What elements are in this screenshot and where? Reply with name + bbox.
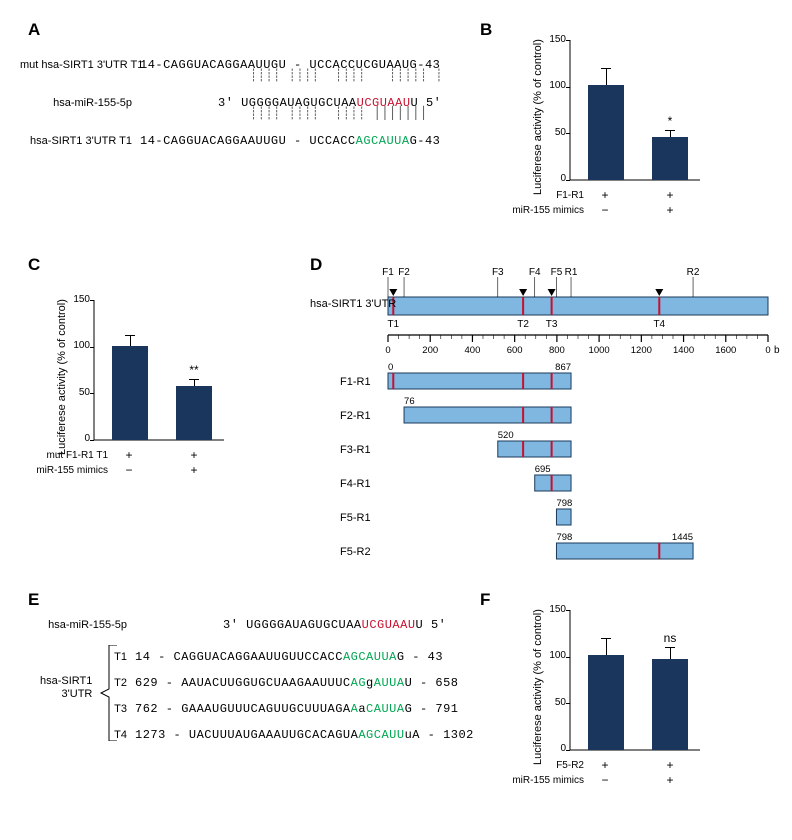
svg-text:F4: F4 — [529, 267, 541, 278]
chartC-sig-1: ** — [184, 363, 204, 377]
svg-text:1400: 1400 — [673, 345, 694, 356]
chartB-bar-1 — [652, 137, 688, 180]
seqA-wt-seed: AGCAUUA — [356, 134, 410, 148]
panelD-title: hsa-SIRT1 3'UTR — [310, 298, 396, 310]
chartC-cond1-label: miR-155 mimics — [34, 465, 108, 476]
svg-text:76: 76 — [404, 396, 415, 407]
svg-text:bp: bp — [774, 345, 780, 356]
chartF-sig-1: ns — [660, 631, 680, 645]
svg-text:T4: T4 — [653, 319, 665, 330]
svg-text:T1: T1 — [387, 319, 399, 330]
seqA-wt-pre: 14-CAGGUACAGGAAUUGU - UCCACC — [140, 134, 356, 148]
svg-text:F5-R2: F5-R2 — [340, 546, 371, 558]
svg-text:T3: T3 — [546, 319, 558, 330]
svg-text:F1: F1 — [382, 267, 394, 278]
svg-text:F2-R1: F2-R1 — [340, 410, 371, 422]
svg-text:F4-R1: F4-R1 — [340, 478, 371, 490]
seqA-wt-label: hsa-SIRT1 3'UTR T1 — [20, 131, 140, 151]
svg-text:T2: T2 — [517, 319, 529, 330]
panel-F-label: F — [480, 590, 490, 610]
panelE-mir-label: hsa-miR-155-5p — [30, 615, 135, 635]
panel-B-label: B — [480, 20, 492, 40]
panel-F-chart: Luciferese activity (% of control) 0 50 … — [540, 600, 720, 810]
svg-text:0: 0 — [765, 345, 770, 356]
svg-text:600: 600 — [507, 345, 523, 356]
panel-A-label: A — [28, 20, 40, 40]
panelE-group-label: hsa-SIRT13'UTR — [40, 675, 92, 701]
svg-text:R1: R1 — [565, 267, 578, 278]
seqA-wt-post: G-43 — [410, 134, 441, 148]
panel-B-chart: Luciferese activity (% of control) 0 50 … — [540, 30, 720, 240]
svg-text:0: 0 — [388, 362, 393, 373]
svg-text:1200: 1200 — [631, 345, 652, 356]
seqA-mir-label: hsa-miR-155-5p — [20, 93, 140, 113]
chartB-cond0-label: F1-R1 — [510, 190, 584, 201]
chartC-cond0-label: mut F1-R1 T1 — [34, 450, 108, 461]
svg-text:695: 695 — [535, 464, 551, 475]
svg-text:F2: F2 — [398, 267, 410, 278]
svg-text:200: 200 — [422, 345, 438, 356]
chartF-bar-1 — [652, 659, 688, 750]
panel-D-diagram: T1 T2 T3 T4 F1 F2 F3 F4 F5R1 R2 0 200 400 600 800 1000 1… — [310, 265, 780, 585]
svg-text:800: 800 — [549, 345, 565, 356]
chartF-cond1-label: miR-155 mimics — [510, 775, 584, 786]
svg-text:F3-R1: F3-R1 — [340, 444, 371, 456]
svg-text:400: 400 — [465, 345, 481, 356]
svg-text:F3: F3 — [492, 267, 504, 278]
panel-E-label: E — [28, 590, 39, 610]
svg-text:798: 798 — [556, 498, 572, 509]
chartB-cond1-label: miR-155 mimics — [510, 205, 584, 216]
svg-text:867: 867 — [555, 362, 571, 373]
panel-A-sequences: mut hsa-SIRT1 3'UTR T1 14-CAGGUACAGGAAUU… — [20, 55, 441, 151]
svg-text:F1-R1: F1-R1 — [340, 376, 371, 388]
chartF-cond0-label: F5-R2 — [510, 760, 584, 771]
svg-text:F5-R1: F5-R1 — [340, 512, 371, 524]
chartC-bar-1 — [176, 386, 212, 440]
svg-text:1445: 1445 — [672, 532, 693, 543]
chartC-bar-0 — [112, 346, 148, 440]
panel-C-label: C — [28, 255, 40, 275]
svg-text:R2: R2 — [687, 267, 700, 278]
svg-text:520: 520 — [498, 430, 514, 441]
svg-text:1600: 1600 — [715, 345, 736, 356]
panel-C-chart: Luciferese activity (% of control) 0 50 … — [64, 290, 244, 500]
svg-text:0: 0 — [385, 345, 390, 356]
panel-E-sequences: hsa-miR-155-5p 3' UGGGGAUAGUGCUAAUCGUAAU… — [30, 615, 474, 751]
svg-text:798: 798 — [556, 532, 572, 543]
chartB-bar-0 — [588, 85, 624, 180]
chartF-bar-0 — [588, 655, 624, 750]
svg-text:F5: F5 — [551, 267, 563, 278]
seqA-mut-label: mut hsa-SIRT1 3'UTR T1 — [20, 55, 140, 75]
svg-text:1000: 1000 — [589, 345, 610, 356]
chartB-sig-1: * — [660, 114, 680, 128]
